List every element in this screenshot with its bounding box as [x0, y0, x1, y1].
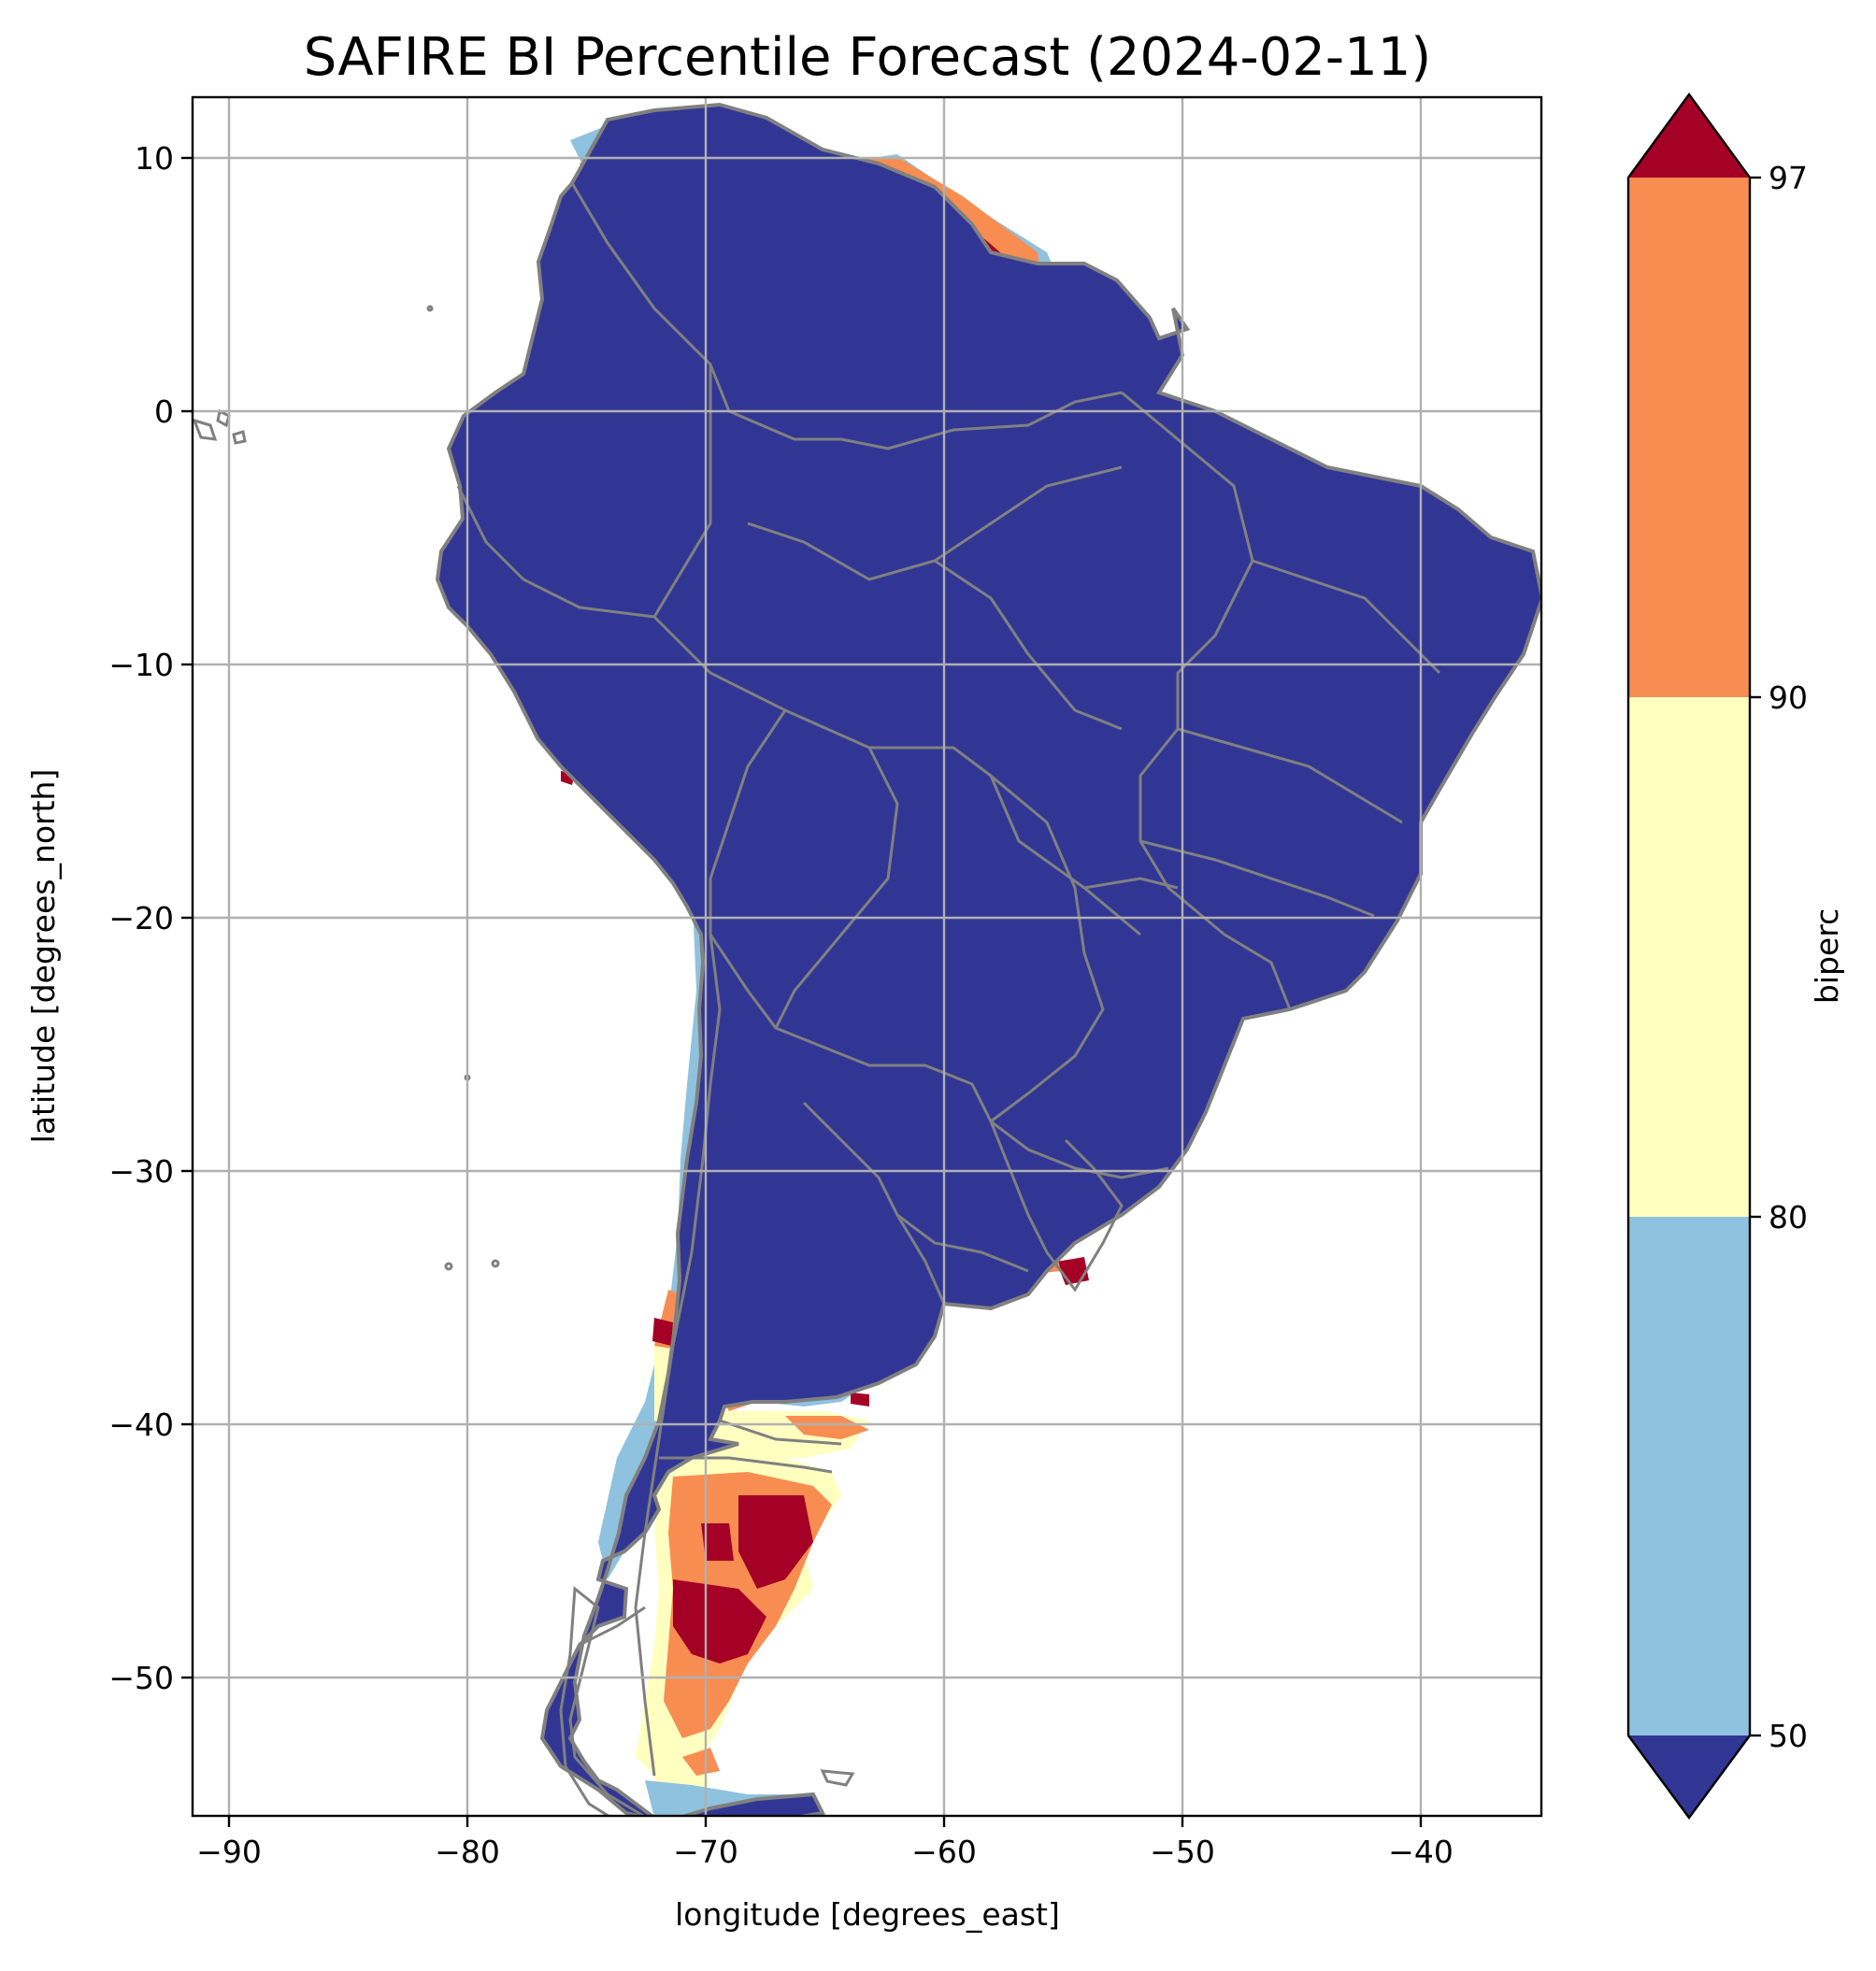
y-tick-label: −50: [108, 1660, 174, 1696]
y-axis: 10 0 −10 −20 −30 −40 −50 latitude [degre…: [25, 140, 193, 1696]
region-red: [652, 1318, 673, 1346]
colorbar-tick-label: 97: [1769, 160, 1808, 196]
colorbar: 50 80 90 97 biperc: [1626, 92, 1845, 1821]
x-tick-label: −60: [911, 1834, 977, 1870]
colorbar-tick-label: 90: [1769, 679, 1808, 716]
region-orange: [682, 1748, 720, 1776]
grid-lines: [193, 97, 1541, 1816]
region-red: [738, 1495, 813, 1589]
y-tick-label: −30: [108, 1153, 174, 1190]
islands: [193, 305, 855, 1816]
colorbar-extend-bottom: [1628, 1735, 1750, 1818]
region-orange: [785, 1416, 869, 1439]
y-axis-label: latitude [degrees_north]: [25, 769, 62, 1144]
colorbar-bin: [1628, 178, 1750, 697]
chart-title: SAFIRE BI Percentile Forecast (2024-02-1…: [304, 27, 1431, 88]
y-tick-label: 10: [135, 140, 174, 177]
colorbar-bin: [1628, 1217, 1750, 1735]
x-tick-label: −70: [673, 1834, 738, 1870]
colorbar-extend-top: [1628, 94, 1750, 178]
y-tick-label: −10: [108, 647, 174, 683]
land-layer: [193, 103, 1541, 1816]
x-axis-label: longitude [degrees_east]: [675, 1896, 1060, 1933]
region-red: [673, 1579, 766, 1664]
y-tick-label: −20: [108, 900, 174, 936]
political-borders: [436, 103, 1541, 1816]
colorbar-bin: [1628, 697, 1750, 1217]
x-axis: −90 −80 −70 −60 −50 −40 longitude [degre…: [196, 1816, 1454, 1933]
region-red: [701, 1523, 734, 1561]
x-tick-label: −80: [435, 1834, 500, 1870]
y-tick-label: −40: [108, 1407, 174, 1443]
region-red: [851, 1393, 869, 1407]
y-tick-label: 0: [154, 393, 174, 430]
x-tick-label: −90: [196, 1834, 262, 1870]
map-axes: −90 −80 −70 −60 −50 −40 longitude [degre…: [25, 95, 1543, 1933]
colorbar-tick-label: 80: [1769, 1199, 1808, 1235]
x-tick-label: −40: [1388, 1834, 1454, 1870]
x-tick-label: −50: [1150, 1834, 1215, 1870]
colorbar-label: biperc: [1809, 908, 1845, 1004]
axes-frame: [191, 95, 1543, 1818]
colorbar-tick-label: 50: [1769, 1718, 1808, 1754]
